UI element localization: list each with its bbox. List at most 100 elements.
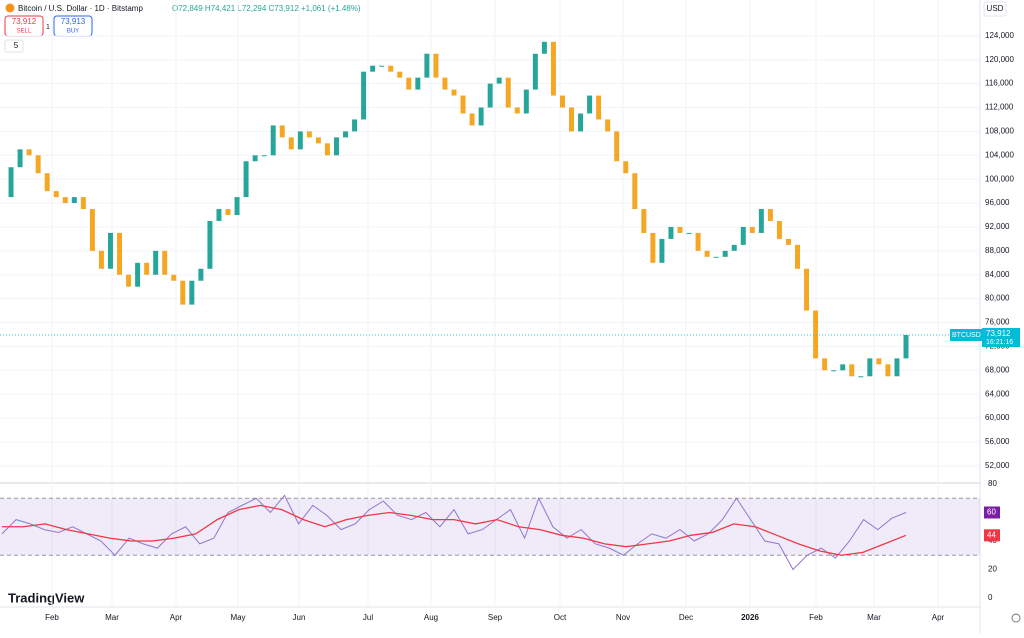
y-tick-label: 56,000 — [985, 437, 1010, 446]
candle — [623, 161, 629, 174]
candle — [252, 155, 258, 162]
y-tick-label: 80 — [988, 479, 997, 488]
candle — [858, 376, 864, 378]
x-tick-label: 2026 — [741, 613, 759, 622]
symbol-title: Bitcoin / U.S. Dollar · 1D · Bitstamp — [18, 4, 143, 13]
candle — [749, 226, 755, 233]
candle — [596, 95, 602, 120]
candle — [117, 232, 123, 275]
candle — [397, 71, 403, 78]
candle — [722, 250, 728, 257]
candle — [451, 89, 457, 96]
candle — [388, 65, 394, 72]
x-tick-label: Mar — [867, 613, 881, 622]
candle — [107, 232, 113, 269]
candle — [415, 77, 421, 90]
candle — [171, 274, 177, 281]
value-badge — [984, 529, 1000, 542]
candle — [80, 197, 86, 210]
candle — [324, 143, 330, 156]
candle — [297, 131, 303, 150]
candle — [876, 358, 882, 365]
y-tick-label: 104,000 — [985, 150, 1014, 159]
candle — [605, 119, 611, 132]
candle — [406, 77, 412, 90]
candle — [758, 209, 764, 233]
candle — [532, 53, 538, 90]
y-tick-label: 80,000 — [985, 294, 1010, 303]
candle — [198, 268, 204, 281]
y-tick-label: 112,000 — [985, 103, 1014, 112]
candle — [804, 268, 810, 311]
y-tick-label: 68,000 — [985, 365, 1010, 374]
candle — [686, 232, 692, 234]
candle — [587, 95, 593, 114]
interval-button[interactable] — [4, 39, 24, 53]
y-tick-label: 60,000 — [985, 413, 1010, 422]
y-tick-label: 96,000 — [985, 198, 1010, 207]
candle — [514, 107, 520, 114]
candle — [306, 131, 312, 138]
candle — [903, 334, 909, 359]
logo: TradingView — [8, 590, 85, 605]
ohlc: O72,849 H74,421 L72,294 C73,912 +1,061 (… — [172, 4, 361, 13]
candle — [867, 358, 873, 377]
y-tick-label: 20 — [988, 565, 997, 574]
candle — [541, 41, 547, 54]
candle — [840, 364, 846, 371]
currency-button[interactable] — [983, 1, 1007, 17]
candle — [641, 209, 647, 233]
candle — [487, 83, 493, 108]
x-tick-label: Feb — [809, 613, 823, 622]
candle — [153, 250, 159, 275]
candle — [478, 107, 484, 126]
y-tick-label: 52,000 — [985, 461, 1010, 470]
candle — [189, 280, 195, 305]
candle — [17, 149, 23, 168]
candle — [713, 256, 719, 258]
x-tick-label: Nov — [616, 613, 630, 622]
last-symbol: BTCUSD — [952, 332, 981, 339]
candle — [135, 262, 141, 287]
interval: 5 — [14, 41, 19, 50]
currency: USD — [987, 4, 1004, 13]
candle — [695, 232, 701, 251]
candle — [677, 226, 683, 233]
candle — [207, 220, 213, 269]
candle — [270, 125, 276, 156]
y-tick-label: 0 — [988, 593, 993, 602]
candle — [433, 53, 439, 78]
x-tick-label: Feb — [45, 613, 59, 622]
value-badge-label: 60 — [987, 508, 996, 517]
candle — [89, 209, 95, 251]
candle — [352, 119, 358, 132]
candle — [234, 197, 240, 216]
candle — [44, 173, 50, 192]
countdown: 16:21:16 — [986, 339, 1013, 346]
candle — [704, 250, 710, 257]
last-price-badge — [982, 327, 1020, 347]
x-tick-label: Jun — [293, 613, 306, 622]
y-tick-label: 124,000 — [985, 31, 1014, 40]
candle — [813, 310, 819, 359]
candle — [849, 364, 855, 377]
candle — [885, 364, 891, 377]
candle — [795, 244, 801, 269]
y-tick-label: 108,000 — [985, 127, 1014, 136]
value-badge-label: 44 — [987, 530, 996, 539]
y-tick-label: 92,000 — [985, 222, 1010, 231]
rsi-band — [0, 498, 980, 556]
candle — [361, 71, 367, 120]
candle — [559, 95, 565, 108]
candle — [767, 209, 773, 221]
candle — [614, 131, 620, 162]
value-badge — [984, 506, 1000, 519]
candle — [126, 274, 132, 287]
x-tick-label: Apr — [932, 613, 945, 622]
settings-icon[interactable] — [1011, 613, 1021, 623]
candle — [144, 262, 150, 275]
candle — [243, 161, 249, 198]
candle — [469, 113, 475, 126]
candle — [98, 250, 104, 269]
